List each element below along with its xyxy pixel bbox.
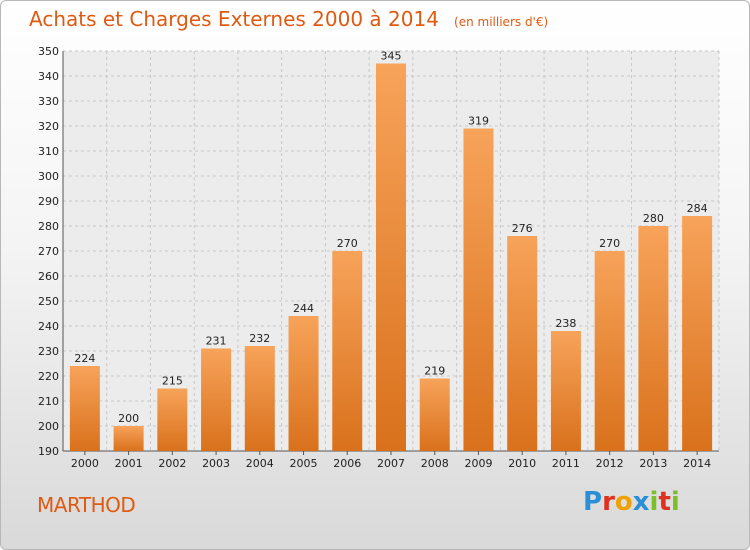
bar [594,251,625,451]
x-tick-label: 2003 [202,457,230,470]
bar [244,346,275,451]
logo-letter: i [649,487,659,517]
title-row: Achats et Charges Externes 2000 à 2014 (… [29,7,548,31]
data-label: 219 [424,365,445,378]
y-tick-label: 220 [38,370,59,383]
x-tick-label: 2011 [552,457,580,470]
logo-letter: o [614,487,633,517]
logo-letter: t [658,487,671,517]
chart-subtitle: (en milliers d'€) [454,15,549,29]
commune-name: MARTHOD [37,493,136,517]
x-tick-label: 2006 [333,457,361,470]
bar [113,426,144,451]
y-tick-label: 240 [38,320,59,333]
x-tick-label: 2001 [115,457,143,470]
y-tick-label: 340 [38,70,59,83]
bar [638,226,669,451]
data-label: 345 [381,50,402,63]
logo-letter: P [583,487,603,517]
bar [507,236,538,451]
y-tick-label: 190 [38,445,59,458]
data-label: 238 [555,317,576,330]
y-tick-label: 250 [38,295,59,308]
logo-letter: r [602,487,615,517]
bar [463,128,494,451]
data-label: 231 [206,335,227,348]
x-tick-label: 2000 [71,457,99,470]
data-label: 232 [249,332,270,345]
y-tick-label: 230 [38,345,59,358]
y-tick-label: 200 [38,420,59,433]
y-tick-label: 300 [38,170,59,183]
y-tick-label: 330 [38,95,59,108]
x-tick-label: 2013 [639,457,667,470]
data-label: 270 [599,237,620,250]
data-label: 215 [162,375,183,388]
y-tick-label: 280 [38,220,59,233]
bar [157,388,188,451]
logo-letter: x [632,487,650,517]
x-tick-label: 2002 [158,457,186,470]
data-label: 244 [293,302,314,315]
data-label: 200 [118,412,139,425]
bar [419,378,450,451]
y-tick-label: 210 [38,395,59,408]
bar [376,63,406,451]
proxiti-logo: Proxiti [583,487,680,517]
bar [550,331,581,451]
bar [201,348,232,451]
y-tick-label: 310 [38,145,59,158]
data-label: 284 [687,202,708,215]
chart-title: Achats et Charges Externes 2000 à 2014 [29,7,439,31]
x-tick-label: 2008 [421,457,449,470]
data-label: 276 [512,222,533,235]
bar [682,216,713,451]
data-label: 319 [468,115,489,128]
x-tick-label: 2012 [596,457,624,470]
y-tick-label: 350 [38,45,59,58]
x-tick-label: 2005 [290,457,318,470]
x-tick-label: 2010 [508,457,536,470]
data-label: 270 [337,237,358,250]
logo-letter: i [670,487,680,517]
bar [69,366,100,451]
x-tick-label: 2004 [246,457,274,470]
bar [288,316,319,451]
data-label: 224 [74,352,95,365]
y-tick-label: 260 [38,270,59,283]
bar [332,251,363,451]
y-tick-label: 270 [38,245,59,258]
x-tick-label: 2009 [464,457,492,470]
data-label: 280 [643,212,664,225]
x-tick-label: 2014 [683,457,711,470]
x-tick-label: 2007 [377,457,405,470]
y-tick-label: 320 [38,120,59,133]
y-tick-label: 290 [38,195,59,208]
